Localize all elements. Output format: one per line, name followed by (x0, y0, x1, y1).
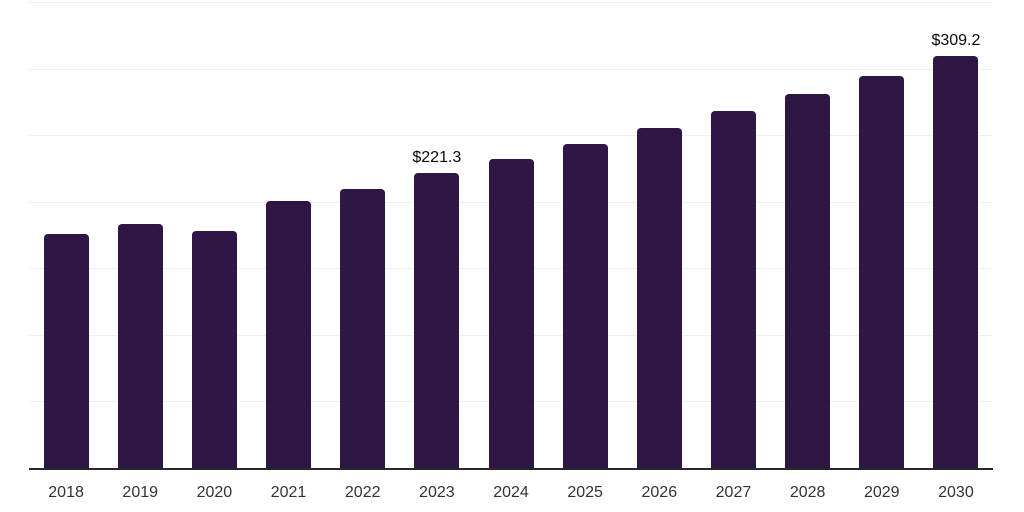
x-tick-label-2027: 2027 (715, 484, 752, 501)
x-tick-label-2024: 2024 (493, 484, 529, 501)
x-tick-label-2019: 2019 (122, 484, 159, 501)
bar-2018 (43, 234, 89, 468)
bar-2023 (414, 173, 460, 468)
bar-2022 (340, 188, 386, 468)
gridline-350 (29, 2, 993, 3)
bar-value-label-2030: $309.2 (931, 32, 981, 50)
gridline-250 (29, 135, 993, 137)
bar-2028 (785, 93, 831, 468)
bar-2026 (636, 127, 682, 468)
bar-2029 (859, 75, 905, 468)
bar-value-label-2023: $221.3 (412, 149, 462, 167)
x-tick-label-2025: 2025 (567, 484, 603, 501)
bar-2021 (266, 200, 312, 468)
x-tick-label-2018: 2018 (48, 484, 84, 501)
x-tick-label-2022: 2022 (344, 484, 381, 501)
bar-2030 (933, 56, 979, 468)
x-tick-label-2029: 2029 (863, 484, 900, 501)
x-tick-label-2026: 2026 (641, 484, 678, 501)
bar-2025 (562, 143, 608, 468)
plot-area: $221.3 $309.2 (29, 2, 993, 470)
bar-2020 (191, 231, 237, 468)
x-tick-label-2023: 2023 (419, 484, 455, 501)
gridline-300 (29, 68, 993, 70)
x-tick-label-2020: 2020 (196, 484, 233, 501)
bar-2019 (117, 223, 163, 468)
x-tick-label-2030: 2030 (938, 484, 974, 501)
x-axis: 2018 2019 2020 2021 2022 2023 2024 2025 2026 2027… (29, 484, 993, 508)
x-tick-label-2028: 2028 (789, 484, 826, 501)
bar-2024 (488, 158, 534, 468)
bar-2027 (710, 111, 756, 468)
x-tick-label-2021: 2021 (270, 484, 307, 501)
